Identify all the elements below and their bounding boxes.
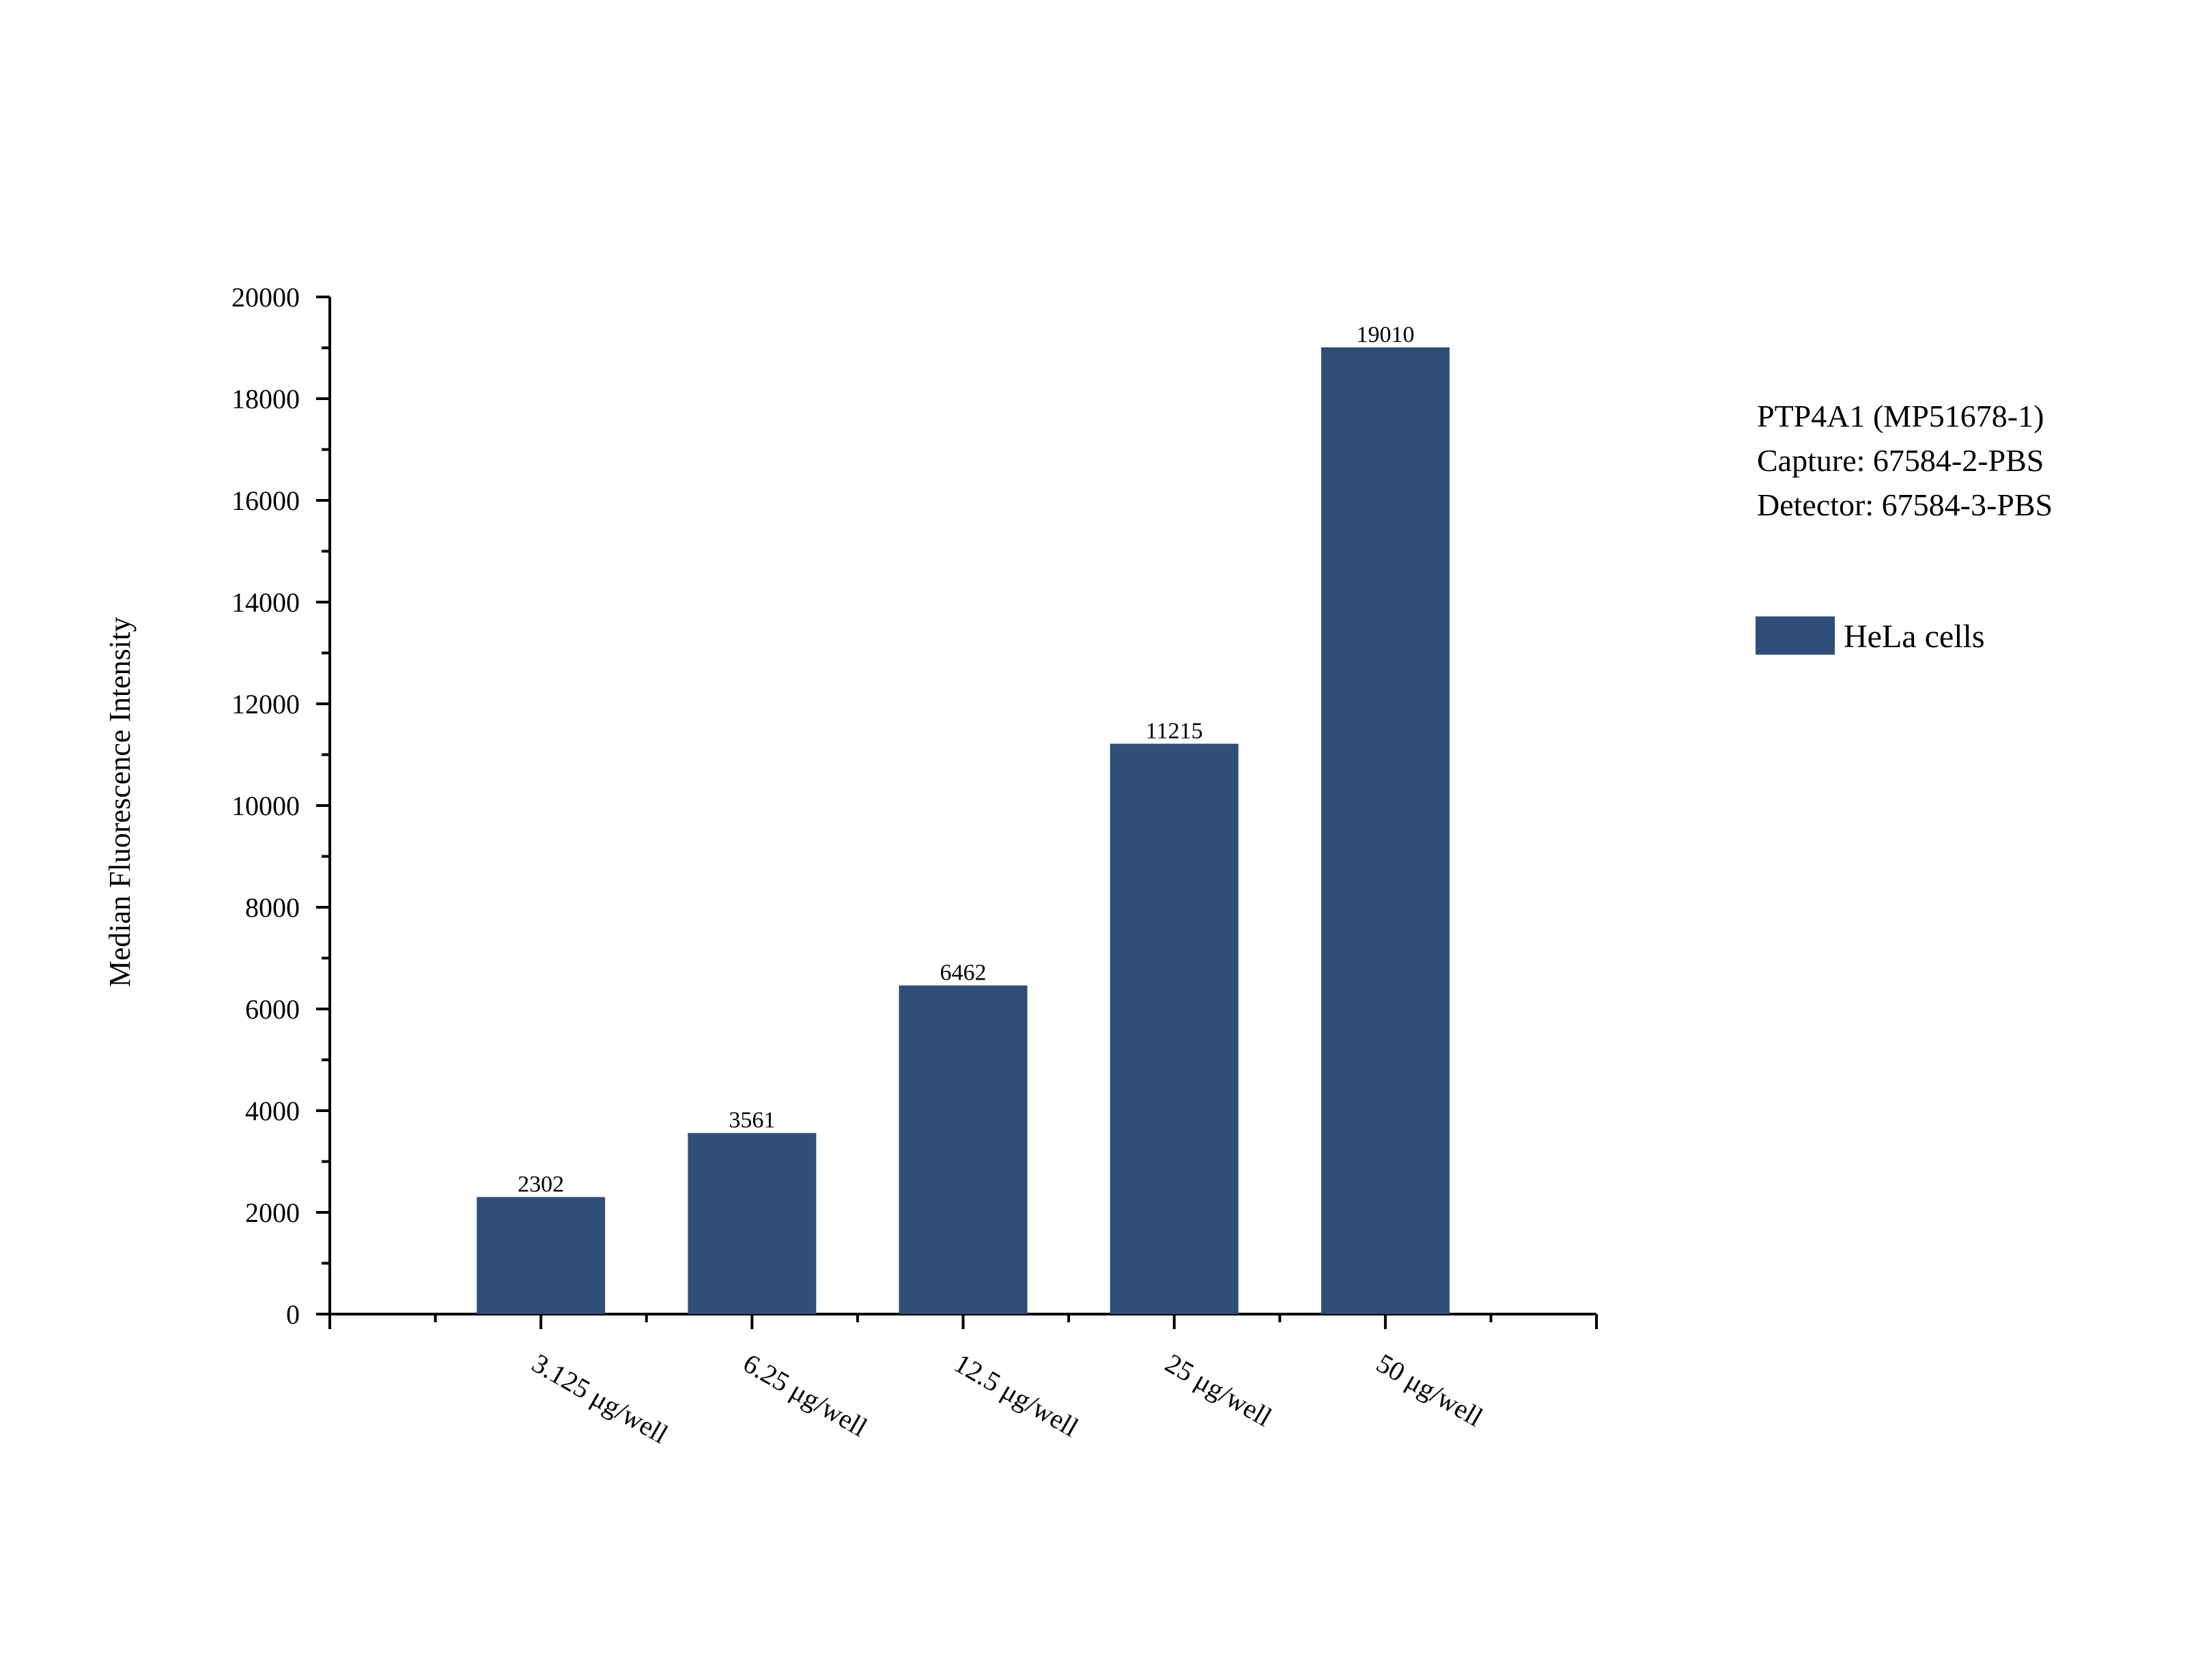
y-tick-label: 2000 [245,1197,300,1228]
bars [477,347,1450,1314]
bar [1110,743,1239,1314]
bar-value-label: 19010 [1356,322,1414,347]
legend-swatch [1756,616,1835,655]
x-category-label: 25 μg/well [1160,1348,1277,1433]
annotation-line-capture: Capture: 67584-2-PBS [1757,443,2044,478]
y-tick-label: 14000 [231,587,300,618]
y-tick-label: 6000 [245,994,300,1025]
x-axis [328,1313,1598,1329]
annotation-line-protein: PTP4A1 (MP51678-1) [1757,399,2044,433]
y-tick-label: 4000 [245,1096,300,1126]
y-tick-label: 20000 [231,282,300,313]
y-tick-label: 0 [286,1299,300,1330]
x-category-label: 6.25 μg/well [738,1348,873,1443]
category-labels: 3.125 μg/well 6.25 μg/well 12.5 μg/well 25 … [527,1348,1489,1450]
bar [477,1197,606,1314]
x-category-label: 3.125 μg/well [527,1348,673,1450]
bar [1321,347,1450,1314]
bar [899,985,1028,1314]
x-category-label: 50 μg/well [1371,1348,1488,1433]
annotation-line-detector: Detector: 67584-3-PBS [1757,487,2053,522]
y-axis: 0 2000 4000 6000 8000 10000 12000 14000 16000 180… [231,282,331,1330]
y-axis-title: Median Fluorescence Intensity [103,617,137,988]
bar-value-label: 11215 [1146,718,1203,743]
bar-data-labels: 2302 3561 6462 11215 19010 [518,322,1414,1197]
bar-value-label: 6462 [940,960,987,986]
bar-value-label: 2302 [518,1172,564,1197]
y-tick-label: 18000 [231,384,300,414]
x-category-label: 12.5 μg/well [949,1348,1084,1443]
y-tick-label: 16000 [231,485,300,516]
y-tick-label: 10000 [231,791,300,821]
bar [688,1133,817,1314]
bar-value-label: 3561 [729,1108,775,1133]
legend-label: HeLa cells [1844,618,1985,655]
annotation-block: PTP4A1 (MP51678-1) Capture: 67584-2-PBS … [1757,399,2053,522]
legend: HeLa cells [1756,616,1985,655]
y-tick-label: 8000 [245,892,300,923]
y-tick-label: 12000 [231,689,300,720]
